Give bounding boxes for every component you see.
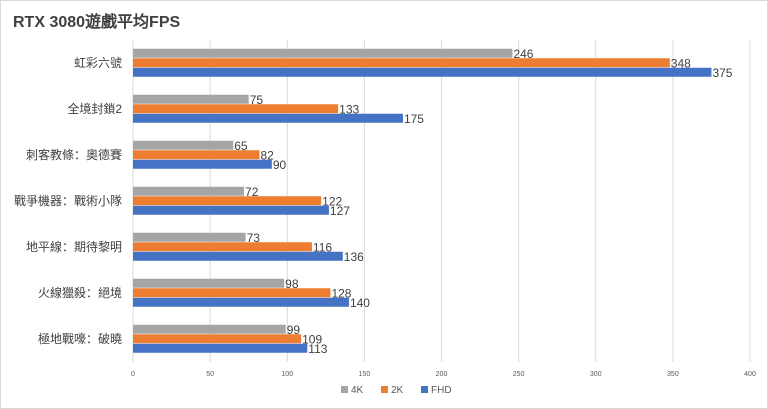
data-label: 136 (344, 250, 364, 264)
bar-4k (133, 232, 246, 242)
data-label: 65 (234, 139, 248, 153)
bar-fhd (133, 67, 712, 77)
x-tick-label: 200 (436, 371, 448, 378)
data-label: 82 (260, 148, 274, 162)
bar-fhd (133, 343, 308, 353)
data-label: 113 (308, 342, 327, 356)
x-tick-label: 250 (513, 371, 525, 378)
x-axis-ticks: 0 50 100 150 200 250 300 350 400 (131, 371, 756, 378)
legend: 4K 2K FHD (341, 385, 452, 396)
bar-4k (133, 140, 234, 150)
x-tick-label: 50 (206, 371, 214, 378)
legend-label: FHD (431, 385, 452, 396)
x-tick-label: 0 (131, 371, 135, 378)
bar-fhd (133, 113, 403, 123)
data-label: 127 (330, 204, 350, 218)
data-label: 375 (712, 66, 732, 80)
x-tick-label: 100 (281, 371, 293, 378)
data-label: 122 (322, 194, 342, 208)
bar-2k (133, 334, 302, 344)
category-label: 全境封鎖2 (67, 101, 122, 116)
bar-2k (133, 196, 322, 206)
data-label: 140 (350, 296, 370, 310)
x-tick-label: 350 (667, 371, 679, 378)
bar-4k (133, 48, 513, 58)
legend-swatch (341, 386, 348, 393)
data-label: 98 (285, 277, 299, 291)
bar-fhd (133, 159, 272, 169)
data-label: 99 (287, 323, 301, 337)
bar-2k (133, 288, 331, 298)
chart-title: RTX 3080遊戲平均FPS (13, 14, 181, 31)
bar-fhd (133, 205, 329, 215)
bar-4k (133, 186, 245, 196)
legend-swatch (421, 386, 428, 393)
bar-fhd (133, 297, 349, 307)
bar-2k (133, 104, 339, 114)
x-tick-label: 400 (744, 371, 756, 378)
data-label: 72 (245, 185, 259, 199)
x-tick-label: 300 (590, 371, 602, 378)
data-label: 348 (671, 56, 691, 70)
bar-2k (133, 150, 260, 160)
category-label: 虹彩六號 (74, 56, 122, 70)
category-label: 地平線：期待黎明 (26, 239, 122, 254)
data-label: 73 (247, 231, 261, 245)
bar-2k (133, 58, 670, 68)
data-label: 90 (273, 158, 287, 172)
bar-4k (133, 324, 286, 334)
category-label: 戰爭機器：戰術小隊 (14, 193, 122, 208)
bar-4k (133, 278, 285, 288)
bars (133, 48, 712, 353)
legend-label: 2K (391, 385, 404, 396)
legend-swatch (381, 386, 388, 393)
category-label: 火線獵殺：絕境 (38, 285, 122, 300)
data-label: 133 (339, 102, 359, 116)
data-label: 75 (250, 93, 264, 107)
data-label: 109 (302, 332, 322, 346)
bar-2k (133, 242, 312, 252)
category-label: 刺客教條：奧德賽 (26, 147, 122, 162)
data-label: 116 (313, 240, 332, 254)
data-label: 128 (331, 286, 351, 300)
data-label: 175 (404, 112, 424, 126)
bar-fhd (133, 251, 343, 261)
category-label: 極地戰嚎：破曉 (38, 331, 122, 346)
x-tick-label: 150 (359, 371, 371, 378)
data-label: 246 (513, 47, 533, 61)
legend-label: 4K (351, 385, 364, 396)
bar-4k (133, 94, 249, 104)
